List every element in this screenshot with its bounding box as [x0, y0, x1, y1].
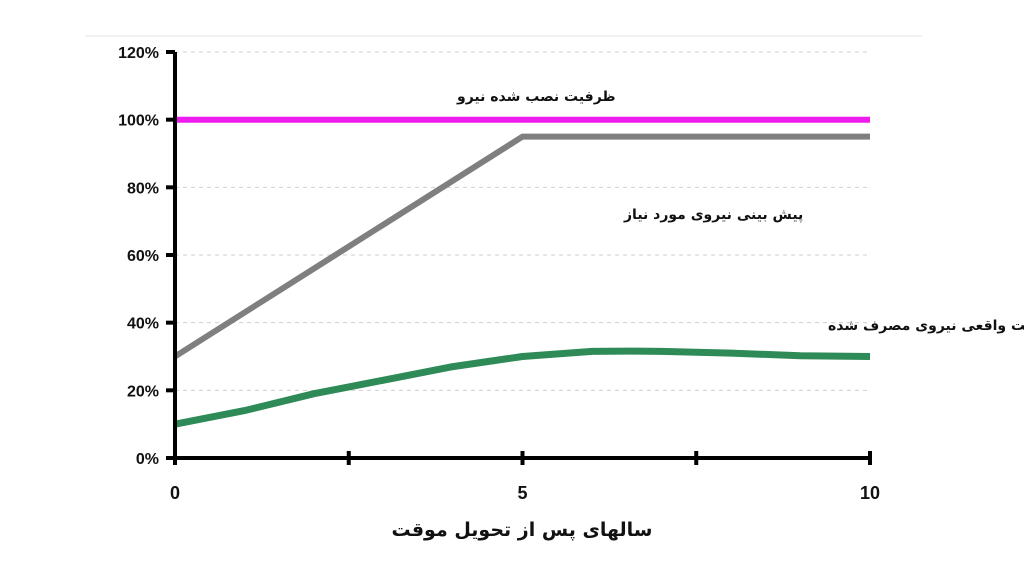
- x-tick-label-1: 5: [517, 483, 527, 503]
- series-line-1: [173, 133, 870, 360]
- y-tick-label-4: 80%: [127, 180, 159, 197]
- series-label-2: ظرفیت واقعی نیروی مصرف شده: [828, 318, 1024, 334]
- x-tick-label-0: 0: [170, 483, 180, 503]
- labels: 0% 20% 40% 60% 80% 100% 120% 0 5 10 سالهای پس از ت…: [118, 45, 1024, 541]
- series-label-1: پیش بینی نیروی مورد نیاز: [623, 207, 803, 223]
- y-tick-label-5: 100%: [118, 113, 159, 130]
- y-tick-label-1: 20%: [127, 383, 159, 400]
- x-tick-label-2: 10: [860, 483, 880, 503]
- series-layer: [173, 116, 871, 428]
- x-axis-title: سالهای پس از تحویل موقت: [391, 519, 652, 541]
- y-tick-label-0: 0%: [136, 451, 159, 468]
- series-label-0: ظرفیت نصب شده نیرو: [456, 89, 616, 105]
- axes: [166, 50, 872, 465]
- y-tick-label-6: 120%: [118, 45, 159, 62]
- y-tick-label-3: 60%: [127, 248, 159, 265]
- y-tick-label-2: 40%: [127, 316, 159, 333]
- series-line-2: [174, 347, 871, 428]
